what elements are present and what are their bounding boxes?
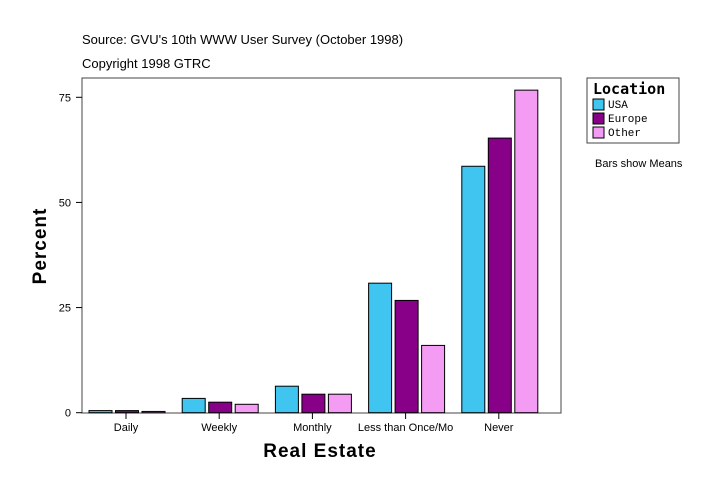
y-tick-label: 75	[59, 92, 71, 104]
y-axis-label: Percent	[30, 208, 51, 285]
copyright-text: Copyright 1998 GTRC	[82, 56, 211, 71]
bar-usa-2	[274, 385, 299, 414]
bar-usa-4	[461, 165, 486, 414]
bar-europe-3	[394, 299, 419, 414]
legend-title: Location	[593, 80, 665, 98]
bar-other-2	[327, 393, 352, 414]
source-text: Source: GVU's 10th WWW User Survey (Octo…	[82, 32, 403, 47]
bar-europe-2	[301, 393, 326, 414]
x-tick-label: Daily	[114, 422, 139, 434]
bar-usa-0	[88, 410, 113, 414]
legend-swatch-europe	[592, 112, 605, 125]
y-tick-label: 25	[59, 303, 71, 315]
bar-usa-1	[181, 397, 206, 414]
x-tick-label: Weekly	[201, 422, 237, 434]
legend: Location USA Europe Other	[586, 77, 680, 144]
legend-label: USA	[608, 100, 628, 112]
bar-other-1	[234, 403, 259, 414]
bar-europe-4	[487, 137, 512, 414]
legend-label: Europe	[608, 114, 648, 126]
bars-note: Bars show Means	[595, 158, 683, 170]
bar-other-4	[514, 89, 539, 414]
bar-europe-0	[115, 410, 139, 414]
legend-swatch-usa	[592, 98, 605, 111]
legend-label: Other	[608, 128, 641, 140]
bar-other-3	[421, 344, 446, 414]
bar-usa-3	[368, 282, 393, 414]
x-tick-label: Monthly	[293, 422, 332, 434]
x-tick-label: Less than Once/Mo	[358, 422, 453, 434]
bar-europe-1	[208, 401, 233, 414]
legend-swatch-other	[592, 126, 605, 139]
x-axis-label: Real Estate	[263, 441, 376, 462]
x-tick-label: Never	[484, 422, 514, 434]
y-tick-label: 0	[65, 408, 71, 420]
y-tick-label: 50	[59, 197, 71, 209]
bar-other-0	[141, 410, 166, 414]
